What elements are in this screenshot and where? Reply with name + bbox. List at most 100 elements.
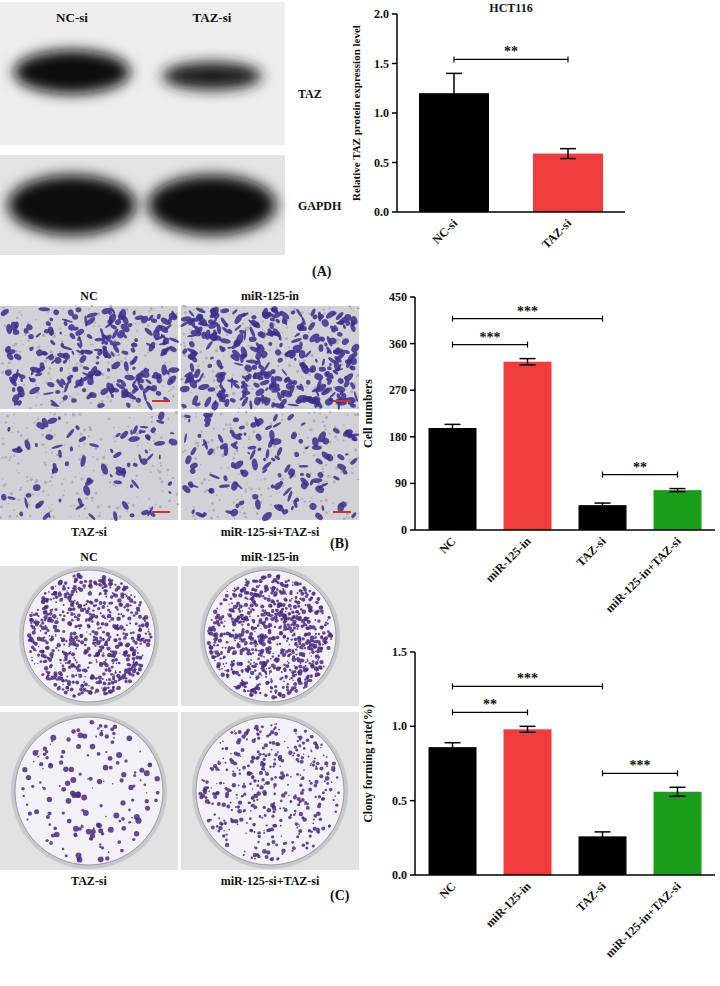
pore <box>211 439 214 442</box>
pore <box>319 413 321 415</box>
pore <box>50 449 52 451</box>
pore <box>107 361 109 363</box>
pore <box>355 466 357 468</box>
colony <box>50 598 52 600</box>
pore <box>79 516 80 517</box>
pore <box>251 388 253 390</box>
pore <box>317 454 318 455</box>
pore <box>245 490 248 493</box>
pore <box>99 512 101 514</box>
colony <box>101 605 105 609</box>
pore <box>64 413 66 415</box>
pore <box>323 425 326 428</box>
pore <box>185 509 187 511</box>
pore <box>180 344 182 346</box>
pore <box>76 363 78 365</box>
pore <box>328 307 330 309</box>
pore <box>194 457 197 460</box>
pore <box>27 340 29 342</box>
colony <box>110 650 112 652</box>
colony <box>65 662 67 664</box>
blot-column-label: TAZ-si <box>193 10 232 25</box>
pore <box>270 423 272 425</box>
colony <box>99 592 102 595</box>
colony <box>102 678 104 680</box>
pore <box>248 345 250 347</box>
pore <box>16 470 17 471</box>
pore <box>281 332 283 334</box>
pore <box>3 306 5 308</box>
pore <box>205 357 208 360</box>
pore <box>20 341 21 342</box>
pore <box>301 311 303 313</box>
pore <box>127 511 129 513</box>
pore <box>256 479 258 481</box>
pore <box>226 333 229 336</box>
pore <box>173 397 174 398</box>
pore <box>286 326 288 328</box>
pore <box>149 449 151 451</box>
pore <box>281 419 283 421</box>
colony <box>95 659 97 661</box>
pore <box>282 414 284 416</box>
pore <box>248 385 251 388</box>
colony <box>57 643 61 647</box>
pore <box>176 493 179 496</box>
pore <box>247 326 249 328</box>
pore <box>208 479 210 481</box>
pore <box>288 346 290 348</box>
pore <box>29 501 30 502</box>
pore <box>333 481 336 484</box>
colony <box>82 584 86 588</box>
colony <box>120 613 122 615</box>
pore <box>59 328 61 330</box>
colony <box>119 643 123 647</box>
pore <box>50 430 52 432</box>
image-label: miR-125-in <box>241 289 299 303</box>
pore <box>238 407 240 409</box>
pore <box>182 322 183 323</box>
colony <box>124 606 126 608</box>
pore <box>280 478 282 480</box>
pore <box>322 421 324 423</box>
pore <box>147 351 149 353</box>
pore <box>115 372 116 373</box>
pore <box>119 515 122 518</box>
pore <box>301 376 303 378</box>
colony <box>79 627 81 629</box>
pore <box>309 429 312 432</box>
pore <box>176 503 178 505</box>
pore <box>160 464 162 466</box>
transwell-image <box>0 305 180 411</box>
pore <box>19 488 22 491</box>
colony <box>124 680 127 683</box>
pore <box>309 313 312 316</box>
pore <box>293 308 296 311</box>
pore <box>195 417 196 418</box>
pore <box>124 357 126 359</box>
pore <box>78 445 81 448</box>
colony <box>31 660 33 662</box>
pore <box>335 467 338 470</box>
pore <box>245 411 247 413</box>
pore <box>350 390 353 393</box>
pore <box>252 380 253 381</box>
pore <box>193 309 195 311</box>
pore <box>182 451 184 453</box>
pore <box>9 456 12 459</box>
colony <box>74 659 76 661</box>
pore <box>48 320 50 322</box>
pore <box>220 413 223 416</box>
colony <box>51 649 54 652</box>
pore <box>161 306 164 309</box>
pore <box>301 498 303 500</box>
pore <box>134 458 136 460</box>
pore <box>138 404 140 406</box>
pore <box>322 468 324 470</box>
pore <box>29 407 31 409</box>
pore <box>36 397 38 399</box>
pore <box>250 488 253 491</box>
pore <box>175 411 178 414</box>
pore <box>113 427 115 429</box>
colony <box>87 647 91 651</box>
